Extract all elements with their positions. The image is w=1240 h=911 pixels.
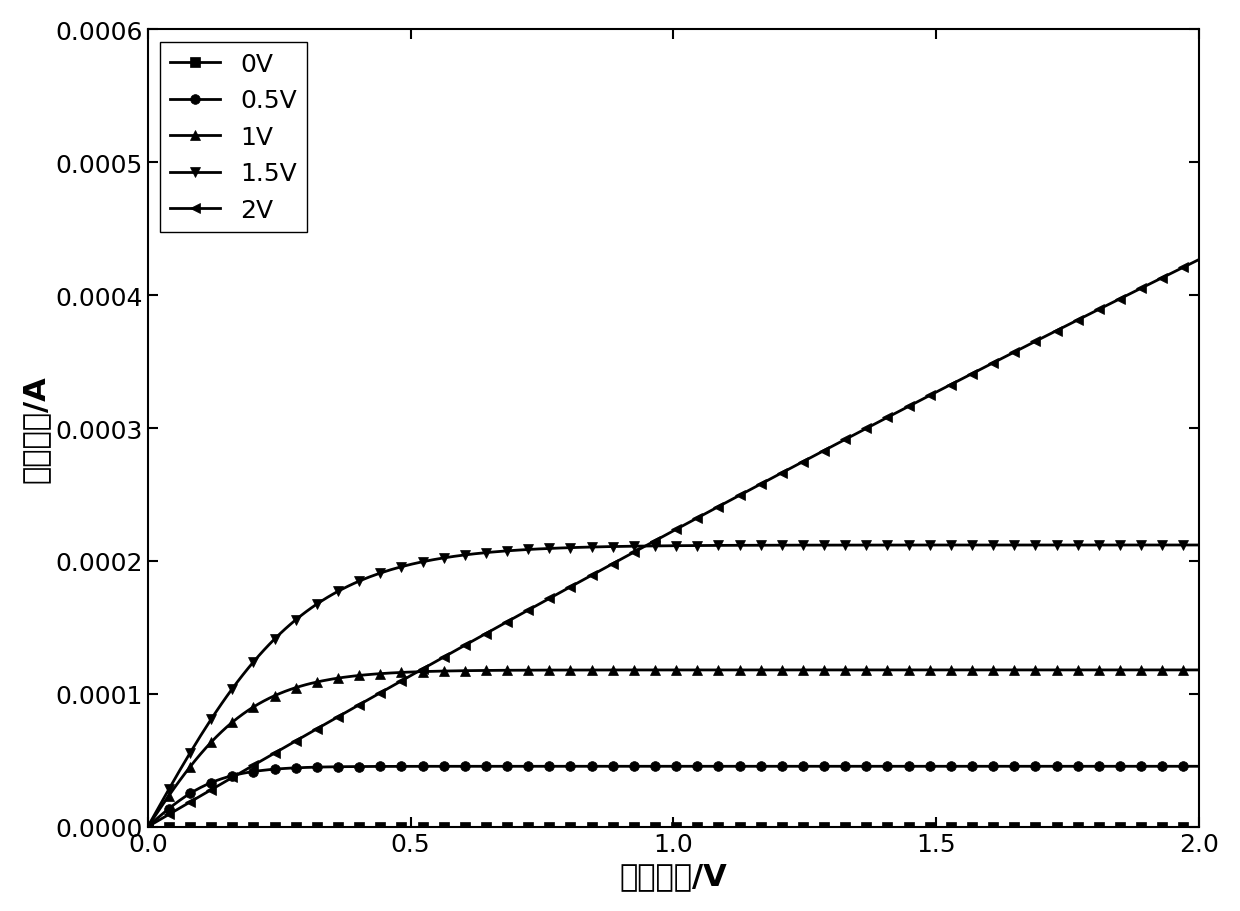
Y-axis label: 漏极电流/A: 漏极电流/A (21, 374, 50, 483)
1.5V (182, 748, 197, 759)
0V (1102, 822, 1117, 833)
1.5V (1140, 540, 1154, 551)
1V (1102, 665, 1117, 676)
Line: 0.5V: 0.5V (143, 762, 1204, 832)
0V (182, 822, 197, 833)
2V (336, 709, 351, 720)
2V (420, 660, 435, 671)
2V (203, 784, 218, 795)
1.5V (420, 556, 435, 567)
2V (1140, 281, 1154, 292)
X-axis label: 源漏电压/V: 源漏电压/V (620, 861, 728, 890)
0.5V (420, 761, 435, 772)
Line: 2V: 2V (143, 255, 1204, 832)
1.5V (1102, 540, 1117, 551)
1.5V (1192, 540, 1207, 551)
0.5V (1192, 761, 1207, 772)
0.5V (1140, 761, 1154, 772)
0V (140, 822, 155, 833)
1.5V (336, 583, 351, 594)
0.5V (203, 777, 218, 788)
1V (203, 737, 218, 748)
0V (1140, 822, 1154, 833)
0V (203, 822, 218, 833)
1V (1192, 665, 1207, 676)
0.5V (1102, 761, 1117, 772)
0.5V (336, 762, 351, 773)
Line: 1V: 1V (143, 665, 1204, 832)
1.5V (203, 714, 218, 725)
0.5V (140, 822, 155, 833)
2V (1102, 299, 1117, 310)
0V (420, 822, 435, 833)
2V (1192, 255, 1207, 266)
0V (336, 822, 351, 833)
2V (182, 797, 197, 808)
Line: 1.5V: 1.5V (143, 540, 1204, 832)
1V (182, 762, 197, 773)
1.5V (140, 822, 155, 833)
1V (336, 672, 351, 683)
1V (1140, 665, 1154, 676)
2V (140, 822, 155, 833)
0.5V (182, 788, 197, 799)
0V (1192, 822, 1207, 833)
1V (140, 822, 155, 833)
Line: 0V: 0V (143, 822, 1204, 832)
1V (420, 666, 435, 677)
Legend: 0V, 0.5V, 1V, 1.5V, 2V: 0V, 0.5V, 1V, 1.5V, 2V (160, 43, 308, 232)
